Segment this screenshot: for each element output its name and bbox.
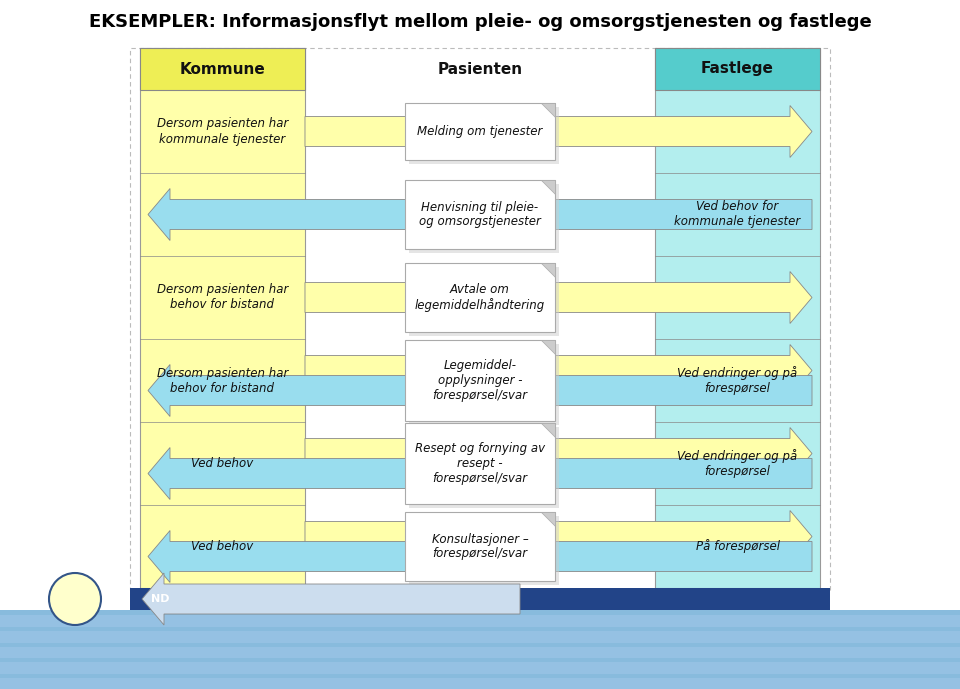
Text: Dersom pasienten har
behov for bistand: Dersom pasienten har behov for bistand (156, 367, 288, 395)
Polygon shape (541, 423, 555, 437)
Bar (409, 184, 559, 253)
Polygon shape (541, 263, 555, 277)
Text: Kommune: Kommune (180, 61, 265, 76)
FancyArrow shape (305, 105, 812, 158)
Bar (405, 512, 555, 581)
Bar (409, 516, 559, 585)
Bar (655, 48, 820, 90)
Bar (130, 48, 830, 590)
Bar (140, 48, 305, 90)
FancyArrow shape (148, 531, 812, 582)
Text: Henvisning til pleie-
og omsorgstjenester: Henvisning til pleie- og omsorgstjeneste… (420, 200, 540, 229)
Text: Melding om tjenester: Melding om tjenester (418, 125, 542, 138)
Circle shape (49, 573, 101, 625)
Bar (405, 423, 555, 504)
Bar (409, 427, 559, 508)
Text: EKSEMPLER: Informasjonsflyt mellom pleie- og omsorgstjenesten og fastlege: EKSEMPLER: Informasjonsflyt mellom pleie… (88, 13, 872, 31)
Bar (0, 610, 960, 689)
FancyArrow shape (148, 447, 812, 500)
Polygon shape (541, 340, 555, 354)
Text: Ved behov: Ved behov (191, 540, 253, 553)
Bar (405, 180, 555, 249)
Text: Ved behov for
kommunale tjenester: Ved behov for kommunale tjenester (674, 200, 801, 229)
Bar (409, 344, 559, 425)
Text: Ved endringer og på
forespørsel: Ved endringer og på forespørsel (678, 366, 798, 395)
Bar (409, 267, 559, 336)
FancyArrow shape (305, 271, 812, 324)
Polygon shape (541, 512, 555, 526)
Bar (0, 662, 960, 675)
FancyArrow shape (305, 511, 812, 562)
Polygon shape (541, 180, 555, 194)
Bar (0, 646, 960, 659)
Text: Ved endringer og på
forespørsel: Ved endringer og på forespørsel (678, 449, 798, 478)
Bar (405, 103, 555, 160)
Text: Dersom pasienten har
behov for bistand: Dersom pasienten har behov for bistand (156, 283, 288, 311)
Bar (130, 588, 830, 610)
Bar (405, 340, 555, 421)
FancyArrow shape (148, 364, 812, 416)
Bar (655, 48, 820, 588)
Bar (409, 107, 559, 164)
Text: Konsultasjoner –
forespørsel/svar: Konsultasjoner – forespørsel/svar (432, 533, 528, 560)
Text: Fastlege: Fastlege (701, 61, 774, 76)
FancyArrow shape (305, 427, 812, 480)
Bar (405, 263, 555, 332)
Text: Dersom pasienten har
kommunale tjenester: Dersom pasienten har kommunale tjenester (156, 118, 288, 145)
Bar (0, 678, 960, 689)
Bar (0, 631, 960, 643)
Text: Resept og fornying av
resept -
forespørsel/svar: Resept og fornying av resept - forespørs… (415, 442, 545, 485)
FancyArrow shape (142, 573, 520, 625)
Text: Avtale om
legemiddelhåndtering: Avtale om legemiddelhåndtering (415, 283, 545, 312)
Bar (140, 48, 305, 588)
FancyArrow shape (305, 344, 812, 396)
Text: ND: ND (151, 594, 169, 604)
Text: På forespørsel: På forespørsel (695, 539, 780, 553)
Text: Legemiddel-
opplysninger -
forespørsel/svar: Legemiddel- opplysninger - forespørsel/s… (432, 359, 528, 402)
Text: Ved behov: Ved behov (191, 457, 253, 470)
Text: Pasienten: Pasienten (438, 61, 522, 76)
Polygon shape (541, 103, 555, 117)
FancyArrow shape (148, 189, 812, 240)
Bar (0, 615, 960, 627)
